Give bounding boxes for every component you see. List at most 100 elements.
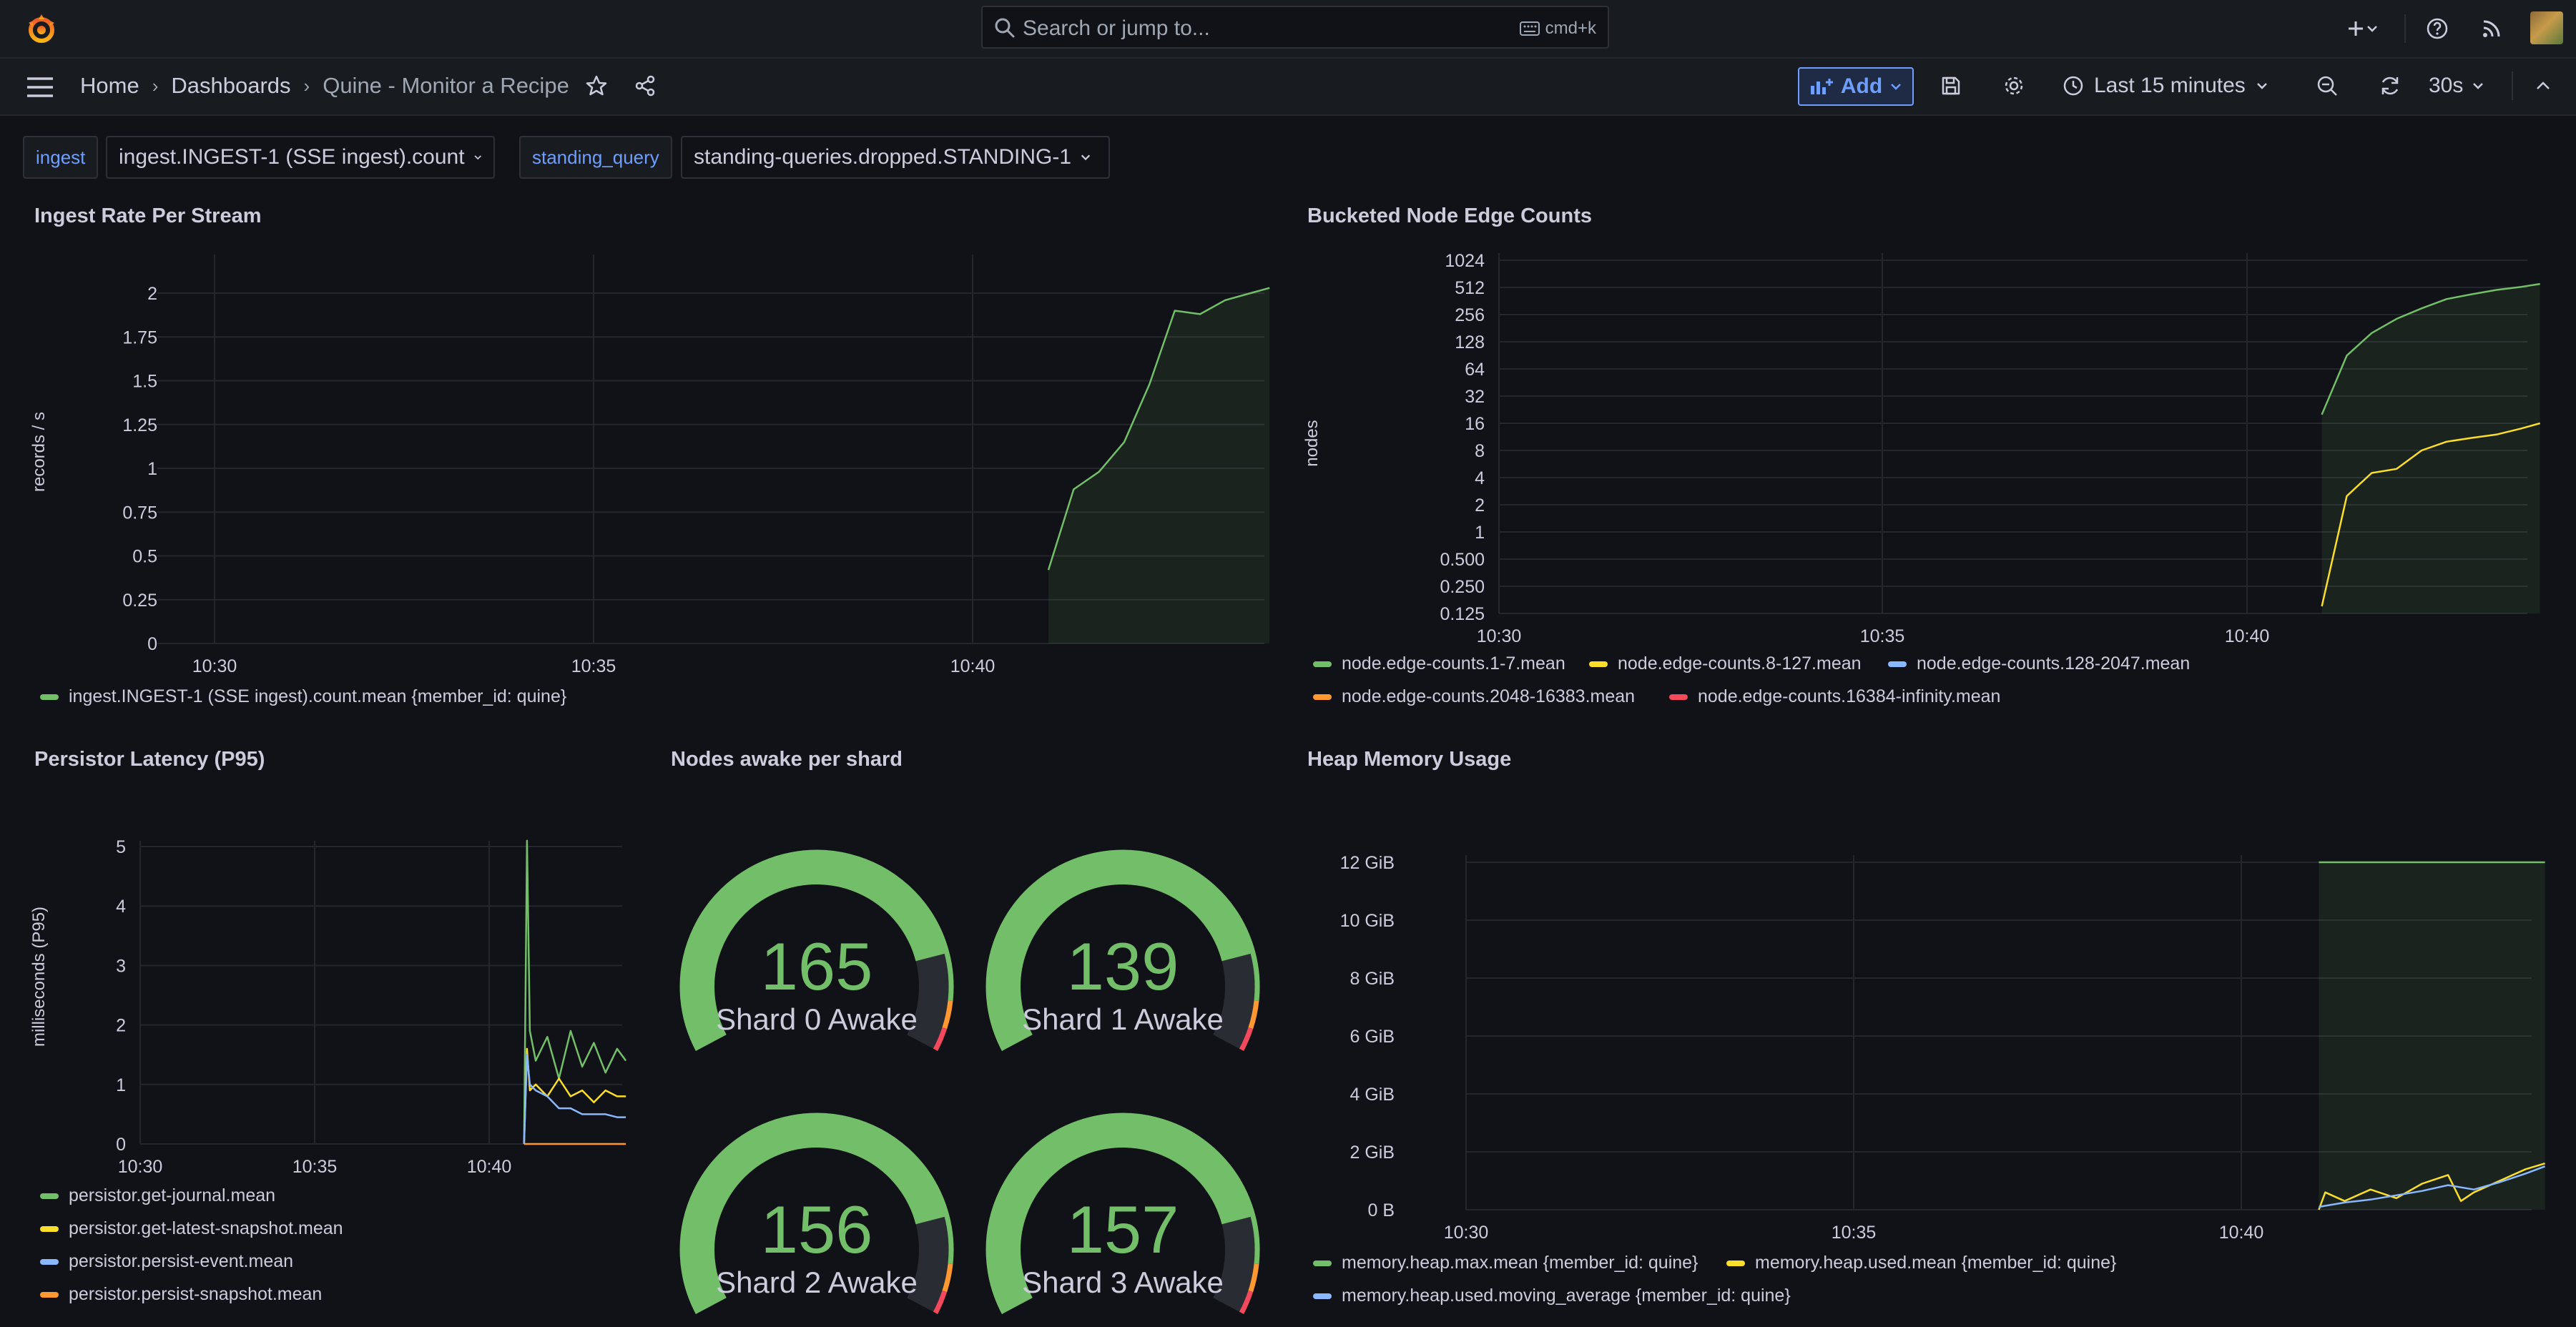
add-button-label: Add xyxy=(1840,74,1883,98)
dashboard-nav-bar xyxy=(0,59,2576,116)
gauge-label: Shard 1 Awake xyxy=(1022,1002,1224,1036)
breadcrumb: Home › Dashboards › Quine - Monitor a Re… xyxy=(80,71,569,100)
panel-title-nodes-awake[interactable]: Nodes awake per shard xyxy=(671,748,903,771)
legend-label: persistor.persist-event.mean xyxy=(69,1251,294,1271)
refresh-interval-picker[interactable]: 30s xyxy=(2429,70,2484,102)
legend-label: memory.heap.used.mean {member_id: quine} xyxy=(1755,1253,2117,1273)
breadcrumb-dashboards[interactable]: Dashboards xyxy=(171,73,291,98)
gauge-threshold-red xyxy=(933,1027,948,1051)
gauge-label: Shard 3 Awake xyxy=(1022,1266,1224,1299)
chevron-down-icon xyxy=(2473,83,2484,89)
help-button[interactable] xyxy=(2422,13,2453,44)
panel-title-ingest-rate[interactable]: Ingest Rate Per Stream xyxy=(34,204,262,227)
legend-label: persistor.persist-snapshot.mean xyxy=(69,1284,323,1304)
gauge-threshold-red xyxy=(1239,1290,1254,1314)
dashboard-settings-button[interactable] xyxy=(1998,70,2030,102)
series-line xyxy=(2321,282,2540,415)
news-button[interactable] xyxy=(2476,13,2507,44)
panel-title-heap[interactable]: Heap Memory Usage xyxy=(1307,748,1512,771)
time-range-label: Last 15 minutes xyxy=(2094,74,2246,97)
legend-swatch xyxy=(1313,1293,1332,1299)
legend-swatch xyxy=(40,694,59,700)
y-tick-label: 0.125 xyxy=(1440,604,1485,624)
legend-item[interactable]: persistor.persist-event.mean xyxy=(40,1251,293,1272)
new-menu-button[interactable] xyxy=(2337,13,2387,44)
legend-item[interactable]: memory.heap.max.mean {member_id: quine} xyxy=(1313,1253,1698,1273)
x-tick-label: 10:35 xyxy=(571,656,616,676)
avatar[interactable] xyxy=(2530,11,2563,44)
page-title: Quine - Monitor a Recipe xyxy=(323,73,569,98)
variable-select-ingest[interactable]: ingest.INGEST-1 (SSE ingest).count xyxy=(106,136,495,179)
y-tick-label: 64 xyxy=(1465,360,1485,380)
legend-swatch xyxy=(40,1258,59,1265)
legend-label: node.edge-counts.8-127.mean xyxy=(1618,653,1862,674)
x-tick-label: 10:35 xyxy=(1832,1223,1877,1243)
legend-item[interactable]: persistor.get-journal.mean xyxy=(40,1185,275,1206)
gear-icon xyxy=(2005,77,2023,95)
y-tick-label: 5 xyxy=(116,837,126,857)
legend-item[interactable]: node.edge-counts.16384-infinity.mean xyxy=(1669,686,2000,707)
legend-item[interactable]: ingest.INGEST-1 (SSE ingest).count.mean … xyxy=(40,686,566,707)
series-line xyxy=(523,839,627,1145)
panel-title-edge-counts[interactable]: Bucketed Node Edge Counts xyxy=(1307,204,1592,227)
legend-item[interactable]: node.edge-counts.128-2047.mean xyxy=(1888,653,2190,674)
x-tick-label: 10:35 xyxy=(1860,626,1905,646)
x-tick-label: 10:40 xyxy=(467,1157,512,1177)
legend-label: persistor.get-journal.mean xyxy=(69,1185,276,1205)
breadcrumb-home[interactable]: Home xyxy=(80,73,139,98)
panel-title-persistor[interactable]: Persistor Latency (P95) xyxy=(34,748,265,771)
gauge-threshold-green xyxy=(679,1113,954,1314)
search-icon xyxy=(995,18,1015,38)
legend-item[interactable]: memory.heap.used.moving_average {member_… xyxy=(1313,1286,1791,1306)
legend-label: node.edge-counts.1-7.mean xyxy=(1342,653,1565,674)
gauge-threshold-green xyxy=(985,849,1260,1051)
variable-value: ingest.INGEST-1 (SSE ingest).count xyxy=(119,145,465,169)
refresh-button[interactable] xyxy=(2374,70,2406,102)
gauge-value: 139 xyxy=(1067,929,1179,1004)
top-bar: Search or jump to... cmd+k xyxy=(0,0,2576,59)
legend-item[interactable]: persistor.get-latest-snapshot.mean xyxy=(40,1218,343,1239)
star-button[interactable] xyxy=(581,70,612,102)
chevron-right-icon: › xyxy=(152,74,159,97)
y-tick-label: 1024 xyxy=(1445,251,1485,271)
y-tick-label: 10 GiB xyxy=(1340,911,1395,931)
variable-select-standing-query[interactable]: standing-queries.dropped.STANDING-1 xyxy=(681,136,1110,179)
y-tick-label: 1 xyxy=(1475,523,1485,543)
y-tick-label: 0 xyxy=(147,634,157,654)
legend-item[interactable]: persistor.persist-snapshot.mean xyxy=(40,1284,322,1305)
y-tick-label: 1.5 xyxy=(132,372,157,392)
time-range-picker[interactable]: Last 15 minutes xyxy=(2063,70,2268,102)
x-tick-label: 10:30 xyxy=(118,1157,163,1177)
y-tick-label: 2 GiB xyxy=(1350,1143,1395,1163)
chevron-right-icon: › xyxy=(303,74,310,97)
search-bar[interactable]: Search or jump to... cmd+k xyxy=(981,6,1609,49)
plus-icon xyxy=(2349,21,2363,36)
legend-item[interactable]: node.edge-counts.2048-16383.mean xyxy=(1313,686,1635,707)
gauge-threshold-green xyxy=(679,849,954,1051)
gauge-value-arc xyxy=(990,1118,1252,1312)
news-rss-icon xyxy=(2483,20,2500,37)
y-tick-label: 4 GiB xyxy=(1350,1085,1395,1105)
share-button[interactable] xyxy=(629,70,661,102)
legend-item[interactable]: node.edge-counts.1-7.mean xyxy=(1313,653,1565,674)
menu-icon[interactable] xyxy=(26,74,54,100)
gauge-label: Shard 0 Awake xyxy=(716,1002,918,1036)
y-tick-label: 1 xyxy=(147,459,157,479)
legend-swatch xyxy=(40,1291,59,1298)
variable-label-ingest: ingest xyxy=(23,136,99,179)
series-line xyxy=(1047,287,1270,571)
series-line xyxy=(2319,1165,2546,1208)
add-button[interactable]: Add xyxy=(1798,67,1914,106)
legend-item[interactable]: node.edge-counts.8-127.mean xyxy=(1589,653,1862,674)
gauge-threshold-red xyxy=(933,1290,948,1314)
x-tick-label: 10:30 xyxy=(1444,1223,1489,1243)
legend-swatch xyxy=(1669,694,1688,700)
legend-item[interactable]: memory.heap.used.mean {member_id: quine} xyxy=(1726,1253,2116,1273)
gauge-value: 157 xyxy=(1067,1192,1179,1267)
y-tick-label: 1 xyxy=(116,1075,126,1095)
zoom-out-button[interactable] xyxy=(2311,70,2343,102)
collapse-button[interactable] xyxy=(2527,70,2559,102)
save-dashboard-button[interactable] xyxy=(1935,70,1967,102)
grafana-logo-icon[interactable] xyxy=(24,11,59,46)
